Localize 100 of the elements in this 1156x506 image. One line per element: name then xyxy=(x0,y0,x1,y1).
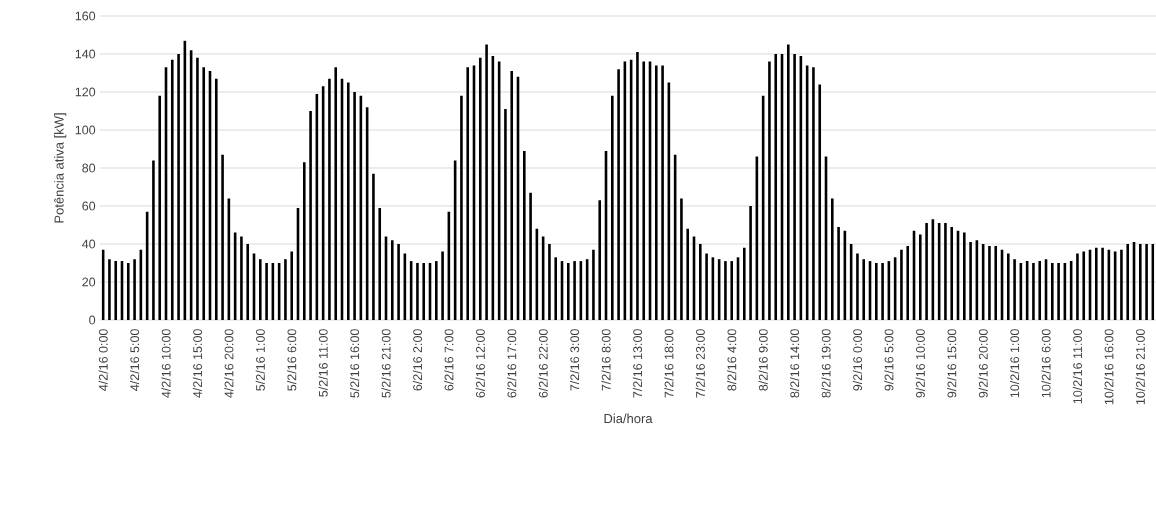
bar xyxy=(812,67,815,320)
bar xyxy=(617,69,620,320)
bar xyxy=(422,263,426,320)
x-tick-label: 10/2/16 1:00 xyxy=(1009,329,1020,398)
bar xyxy=(698,244,702,320)
x-tick-label: 5/2/16 1:00 xyxy=(255,329,265,391)
y-tick-label: 20 xyxy=(82,277,96,287)
bar xyxy=(686,228,690,320)
bar xyxy=(743,247,746,320)
bar xyxy=(573,261,576,320)
x-axis-title: Dia/hora xyxy=(604,413,653,424)
x-tick-label: 9/2/16 15:00 xyxy=(947,329,957,398)
bar xyxy=(944,223,947,320)
bar xyxy=(787,44,790,320)
bar xyxy=(610,95,614,320)
bar xyxy=(881,263,884,320)
bar xyxy=(221,154,224,320)
bar xyxy=(170,59,174,320)
bar xyxy=(152,160,155,320)
x-tick-label: 7/2/16 8:00 xyxy=(601,329,611,391)
x-tick-label: 5/2/16 6:00 xyxy=(287,329,297,391)
bar xyxy=(265,263,268,320)
bar xyxy=(1126,244,1130,320)
bar xyxy=(988,245,991,320)
bar xyxy=(919,234,922,320)
bar xyxy=(522,150,526,320)
y-tick-label: 0 xyxy=(89,315,96,325)
y-tick-label: 80 xyxy=(82,163,96,173)
bar xyxy=(284,259,287,320)
bar xyxy=(969,242,972,320)
x-tick-label: 5/2/16 16:00 xyxy=(349,329,360,398)
bar xyxy=(875,263,878,320)
bar xyxy=(1007,253,1010,320)
bar xyxy=(554,257,558,320)
y-tick-label: 60 xyxy=(82,201,96,211)
x-tick-label: 4/2/16 20:00 xyxy=(224,329,234,398)
bar xyxy=(856,253,859,320)
x-tick-label: 10/2/16 16:00 xyxy=(1104,329,1114,405)
bar xyxy=(1082,251,1086,320)
bar xyxy=(353,92,356,320)
x-tick-label: 8/2/16 19:00 xyxy=(821,329,831,398)
bar xyxy=(1057,263,1060,320)
bar xyxy=(1076,253,1079,320)
bar xyxy=(705,253,708,320)
bar xyxy=(774,53,778,320)
bar xyxy=(661,65,664,320)
bar xyxy=(177,53,180,320)
x-tick-label: 9/2/16 0:00 xyxy=(852,329,863,391)
bar xyxy=(1038,261,1042,320)
bar xyxy=(592,249,595,320)
bar xyxy=(202,67,206,320)
x-tick-label: 8/2/16 4:00 xyxy=(727,329,737,391)
bar xyxy=(466,67,470,320)
bar xyxy=(504,109,507,320)
bar xyxy=(114,261,118,320)
bar xyxy=(510,71,514,320)
x-tick-label: 7/2/16 23:00 xyxy=(695,329,705,398)
bar xyxy=(566,263,570,320)
x-tick-label: 6/2/16 22:00 xyxy=(538,329,548,398)
bar xyxy=(862,259,866,320)
bar xyxy=(768,61,771,320)
bar xyxy=(900,249,903,320)
y-tick-label: 40 xyxy=(82,239,96,249)
bar xyxy=(485,44,488,320)
bar xyxy=(478,57,482,320)
bar xyxy=(434,261,438,320)
bar xyxy=(390,240,394,320)
bar xyxy=(1013,259,1016,320)
bar xyxy=(548,244,551,320)
bar xyxy=(416,263,419,320)
x-tick-label: 9/2/16 20:00 xyxy=(978,329,988,398)
bar xyxy=(246,244,250,320)
y-tick-label: 120 xyxy=(75,87,96,97)
x-tick-label: 8/2/16 9:00 xyxy=(758,329,768,391)
bar xyxy=(1145,244,1148,320)
x-tick-label: 4/2/16 10:00 xyxy=(161,329,171,398)
x-tick-label: 5/2/16 11:00 xyxy=(318,329,328,397)
bar xyxy=(1120,249,1123,320)
x-tick-label: 9/2/16 5:00 xyxy=(884,329,894,391)
bar xyxy=(818,84,822,320)
bar xyxy=(196,57,199,320)
bar xyxy=(328,78,331,320)
bar xyxy=(831,198,834,320)
x-tick-label: 6/2/16 2:00 xyxy=(412,329,423,391)
x-tick-label: 9/2/16 10:00 xyxy=(915,329,925,398)
y-axis-title: Potência ativa [kW] xyxy=(54,113,67,223)
bar xyxy=(346,82,350,320)
bar xyxy=(950,226,954,320)
bar xyxy=(302,162,306,320)
y-tick-label: 160 xyxy=(75,11,96,21)
bar xyxy=(642,61,646,320)
bar xyxy=(1101,247,1104,320)
bar xyxy=(1139,244,1142,320)
x-tick-label: 5/2/16 21:00 xyxy=(381,329,391,398)
x-tick-label: 6/2/16 12:00 xyxy=(475,329,485,398)
bar xyxy=(636,52,639,320)
x-tick-label: 7/2/16 18:00 xyxy=(664,329,674,398)
bar xyxy=(290,251,294,320)
x-tick-label: 10/2/16 21:00 xyxy=(1135,329,1145,405)
x-tick-label: 10/2/16 6:00 xyxy=(1041,329,1051,398)
